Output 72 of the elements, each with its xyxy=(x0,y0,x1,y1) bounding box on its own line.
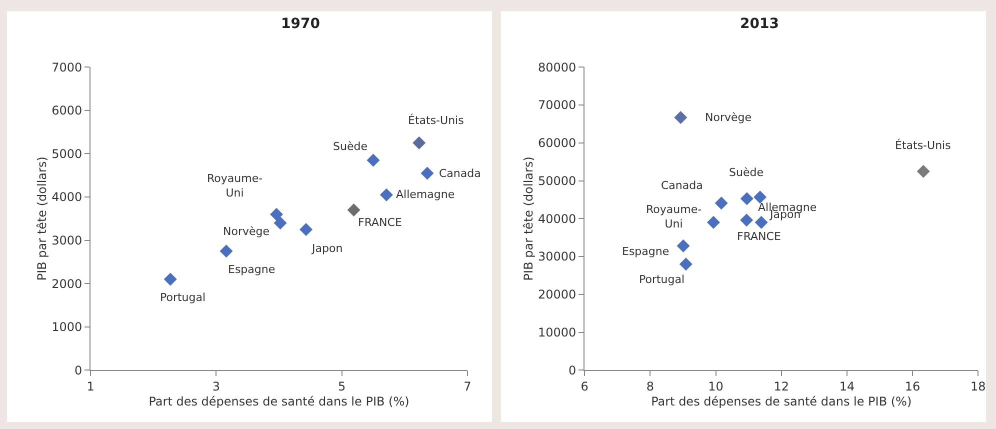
annotation: Espagne xyxy=(622,245,670,258)
x-axis-title: Part des dépenses de santé dans le PIB (%) xyxy=(148,394,410,408)
annotation: Royaume- Uni xyxy=(207,172,263,200)
point xyxy=(380,188,393,202)
y-tick-label: 60000 xyxy=(538,136,576,150)
point xyxy=(164,272,177,286)
annotation: Suède xyxy=(333,140,368,153)
annotation: Royaume- Uni xyxy=(646,203,702,230)
annotation: Portugal xyxy=(639,273,685,286)
annotation: Allemagne xyxy=(396,188,455,201)
point xyxy=(270,208,284,221)
y-tick-label: 0 xyxy=(74,363,82,378)
x-tick-label: 16 xyxy=(904,380,920,394)
y-tick-label: 30000 xyxy=(538,250,576,264)
y-tick-label: 50000 xyxy=(538,174,576,188)
annotation: FRANCE xyxy=(358,216,402,229)
x-tick-label: 3 xyxy=(212,380,220,394)
annotation: Portugal xyxy=(160,291,206,304)
point xyxy=(220,244,233,258)
point xyxy=(412,136,426,150)
chart-title: 2013 xyxy=(740,16,779,32)
y-axis-title: PIB par tête (dollars) xyxy=(34,156,49,281)
y-tick-label: 6000 xyxy=(52,104,82,118)
y-tick-label: 0 xyxy=(568,363,576,378)
annotation: Canada xyxy=(439,167,481,180)
y-tick-label: 5000 xyxy=(52,146,82,161)
annotation: Japon xyxy=(311,242,343,255)
point xyxy=(676,239,690,252)
point xyxy=(754,216,768,229)
annotation: Canada xyxy=(661,179,703,192)
point xyxy=(420,166,434,180)
point xyxy=(740,192,754,206)
annotation: États-Unis xyxy=(408,113,464,127)
annotation: Norvège xyxy=(223,225,270,238)
point xyxy=(706,216,720,229)
annotation: États-Unis xyxy=(895,138,952,152)
point xyxy=(300,222,313,236)
annotation: Suède xyxy=(729,166,764,179)
x-tick-label: 10 xyxy=(708,380,724,394)
y-tick-label: 70000 xyxy=(538,98,576,112)
chart-title: 1970 xyxy=(281,16,320,32)
y-tick-label: 40000 xyxy=(538,212,576,226)
y-tick-label: 80000 xyxy=(538,60,576,74)
y-tick-label: 2000 xyxy=(52,276,82,291)
x-axis-title: Part des dépenses de santé dans le PIB (%) xyxy=(651,394,912,408)
x-tick-label: 7 xyxy=(464,380,472,394)
y-tick-label: 1000 xyxy=(52,320,82,334)
point xyxy=(366,154,380,167)
x-tick-label: 5 xyxy=(338,380,346,394)
x-tick-label: 18 xyxy=(970,380,986,394)
y-axis-title: PIB par tête (dollars) xyxy=(521,156,536,281)
y-tick-label: 3000 xyxy=(52,233,82,248)
x-tick-label: 14 xyxy=(839,380,855,394)
x-tick-label: 8 xyxy=(646,380,654,394)
point xyxy=(740,214,754,227)
point xyxy=(674,111,688,124)
annotation: FRANCE xyxy=(737,230,781,243)
point xyxy=(754,190,767,204)
point xyxy=(274,216,287,230)
y-tick-label: 20000 xyxy=(538,288,576,302)
point xyxy=(714,196,728,210)
point xyxy=(916,164,930,178)
y-tick-label: 4000 xyxy=(52,190,82,204)
y-tick-label: 10000 xyxy=(538,325,576,340)
point xyxy=(679,258,692,271)
x-tick-label: 1 xyxy=(86,380,94,394)
annotation: Espagne xyxy=(228,263,276,276)
x-tick-label: 12 xyxy=(774,380,789,394)
annotation: Norvège xyxy=(705,111,752,124)
x-tick-label: 6 xyxy=(580,380,588,394)
y-tick-label: 7000 xyxy=(52,60,82,74)
point xyxy=(347,203,360,216)
